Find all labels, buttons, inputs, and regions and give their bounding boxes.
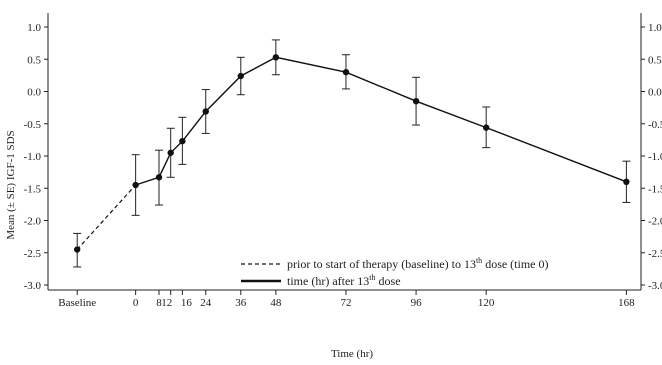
y-tick-label-left: -0.5 [24,119,42,131]
y-tick-label-left: -1.5 [24,183,42,195]
data-point [156,174,162,180]
x-axis-title: Time (hr) [331,348,373,360]
y-tick-label-right: -3.0 [648,280,662,292]
y-tick-label-left: 0.0 [27,87,41,99]
y-tick-label-left: 1.0 [27,22,41,34]
x-tick-label: 36 [235,297,247,309]
x-tick-label: 0 [133,297,139,309]
legend-label-main: prior to start of therapy (baseline) to … [287,257,476,271]
y-tick-label-left: 0.5 [27,54,41,66]
data-point [179,138,185,144]
y-tick-label-right: 0.5 [648,54,662,66]
y-tick-label-right: -1.0 [648,151,662,163]
x-tick-label: 16 [181,297,193,309]
x-tick-label: 12 [161,297,172,309]
y-tick-label-right: 0.0 [648,87,662,99]
y-tick-label-left: -3.0 [24,280,42,292]
y-tick-label-left: -2.0 [24,216,42,228]
legend-label-end: dose [376,274,401,288]
x-tick-label: 120 [478,297,495,309]
x-tick-label: 72 [340,297,351,309]
y-tick-label-left: -1.0 [24,151,42,163]
data-point [132,182,138,188]
data-point [238,73,244,79]
y-tick-label-right: -2.5 [648,248,662,260]
data-point [413,98,419,104]
data-points [74,54,630,253]
x-axis-ticks: Baseline 0 8 12 16 24 36 48 72 96 120 168 [58,290,635,309]
series-line-baseline-dashed [77,185,135,250]
series-lines [77,57,626,249]
y-tick-label-right: 1.0 [648,22,662,34]
y-tick-label-right: -0.5 [648,119,662,131]
legend-label-end: dose (time 0) [482,257,548,271]
y-axis-right-ticks: 1.0 0.5 0.0 -0.5 -1.0 -1.5 -2.0 -2.5 -3.0 [641,22,662,292]
data-point [343,69,349,75]
legend-label: prior to start of therapy (baseline) to … [287,256,549,271]
data-point [74,246,80,252]
y-tick-label-right: -2.0 [648,216,662,228]
x-tick-label: Baseline [58,297,96,309]
series-line-post-dose [136,57,627,185]
y-axis-left-ticks: 1.0 0.5 0.0 -0.5 -1.0 -1.5 -2.0 -2.5 -3.0 [24,22,48,292]
x-tick-label: 168 [618,297,635,309]
data-point [483,124,489,130]
y-tick-label-right: -1.5 [648,183,662,195]
legend-label: time (hr) after 13th dose [287,273,401,288]
y-axis-title: Mean (± SE) IGF-1 SDS [5,130,17,239]
legend-label-main: time (hr) after 13 [287,274,369,288]
data-point [273,54,279,60]
x-tick-label: 24 [200,297,212,309]
data-point [167,150,173,156]
x-tick-label: 48 [270,297,282,309]
y-tick-label-left: -2.5 [24,248,42,260]
legend: prior to start of therapy (baseline) to … [241,256,549,288]
x-tick-label: 96 [411,297,423,309]
data-point [623,179,629,185]
data-point [203,108,209,114]
